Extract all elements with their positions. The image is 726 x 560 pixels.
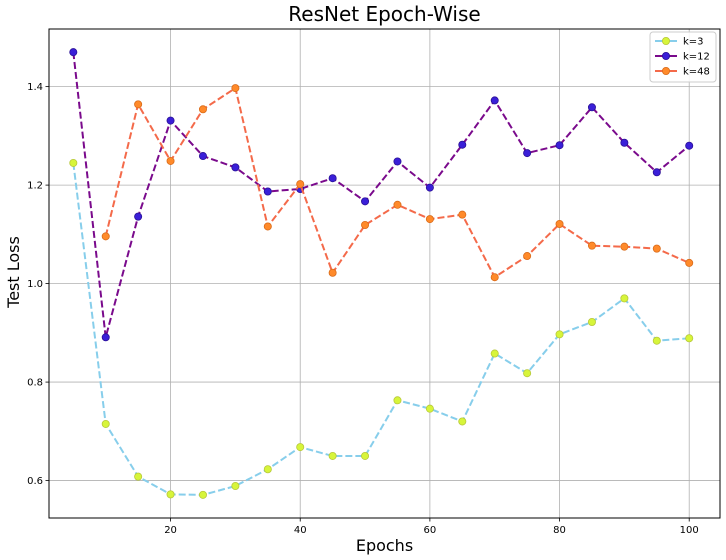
data-point xyxy=(587,241,596,250)
data-point xyxy=(296,180,305,189)
data-point xyxy=(134,212,143,221)
data-point xyxy=(555,220,564,229)
data-point xyxy=(490,273,499,282)
legend: k=3 k=12 k=48 xyxy=(649,31,717,83)
data-point xyxy=(134,100,143,109)
data-point xyxy=(458,417,467,426)
data-point xyxy=(101,419,110,428)
data-point xyxy=(361,451,370,460)
x-tick-label: 20 xyxy=(164,525,177,536)
legend-item: k=3 xyxy=(655,37,704,48)
data-point xyxy=(620,294,629,303)
x-tick-label: 40 xyxy=(294,525,307,536)
data-point xyxy=(134,472,143,481)
y-tick-label: 0.8 xyxy=(27,378,43,389)
data-point xyxy=(458,210,467,219)
data-point xyxy=(652,244,661,253)
data-point xyxy=(425,183,434,192)
data-point xyxy=(393,157,402,166)
series-line xyxy=(72,162,690,496)
data-point xyxy=(296,443,305,452)
data-point xyxy=(458,140,467,149)
data-point xyxy=(425,215,434,224)
data-point xyxy=(555,330,564,339)
data-point xyxy=(328,451,337,460)
data-point xyxy=(361,197,370,206)
data-point xyxy=(328,268,337,277)
legend-item: k=48 xyxy=(655,67,710,78)
data-point xyxy=(587,103,596,112)
data-point xyxy=(263,222,272,231)
data-point xyxy=(587,318,596,327)
x-tick-label: 100 xyxy=(680,525,699,536)
y-tick-label: 1.2 xyxy=(27,181,43,192)
data-point xyxy=(490,349,499,358)
data-point xyxy=(523,369,532,378)
series-k=12 xyxy=(69,48,694,342)
grid xyxy=(49,29,720,518)
legend-label: k=12 xyxy=(683,52,710,63)
legend-label: k=3 xyxy=(683,37,704,48)
legend-marker xyxy=(662,67,671,76)
data-point xyxy=(101,333,110,342)
series-k=48 xyxy=(101,84,694,282)
y-axis-label: Test Loss xyxy=(4,236,23,309)
data-point xyxy=(231,481,240,490)
data-point xyxy=(263,187,272,196)
series-k=3 xyxy=(69,158,694,499)
legend-label: k=48 xyxy=(683,67,710,78)
data-point xyxy=(393,396,402,405)
data-point xyxy=(652,336,661,345)
plot-frame xyxy=(48,28,721,519)
data-point xyxy=(166,490,175,499)
y-tick-label: 1.0 xyxy=(27,279,43,290)
y-tick-label: 0.6 xyxy=(27,476,43,487)
series-line xyxy=(72,51,690,338)
data-point xyxy=(555,141,564,150)
legend-marker xyxy=(662,52,671,61)
data-point xyxy=(263,465,272,474)
x-tick-label: 80 xyxy=(553,525,566,536)
data-point xyxy=(198,105,207,114)
x-axis-label: Epochs xyxy=(356,536,413,555)
data-point xyxy=(198,490,207,499)
chart-title: ResNet Epoch-Wise xyxy=(288,2,480,26)
data-point xyxy=(652,168,661,177)
data-point xyxy=(685,141,694,150)
data-point xyxy=(69,158,78,167)
x-tick-label: 60 xyxy=(424,525,437,536)
data-point xyxy=(198,152,207,161)
data-point xyxy=(685,258,694,267)
legend-item: k=12 xyxy=(655,52,710,63)
data-point xyxy=(101,232,110,241)
data-point xyxy=(523,252,532,261)
data-point xyxy=(425,404,434,413)
data-point xyxy=(523,149,532,158)
data-point xyxy=(231,163,240,172)
data-point xyxy=(166,116,175,125)
data-point xyxy=(393,200,402,209)
series-layer xyxy=(69,48,694,499)
y-tick-label: 1.4 xyxy=(27,82,43,93)
ticks: 20 40 60 80 100 0.6 0.8 1.0 1.2 1.4 xyxy=(27,82,699,536)
data-point xyxy=(620,138,629,147)
data-point xyxy=(685,334,694,343)
legend-marker xyxy=(662,37,671,46)
data-point xyxy=(69,48,78,57)
data-point xyxy=(231,84,240,93)
data-point xyxy=(620,242,629,251)
data-point xyxy=(490,96,499,105)
data-point xyxy=(361,220,370,229)
data-point xyxy=(166,156,175,165)
data-point xyxy=(328,174,337,183)
